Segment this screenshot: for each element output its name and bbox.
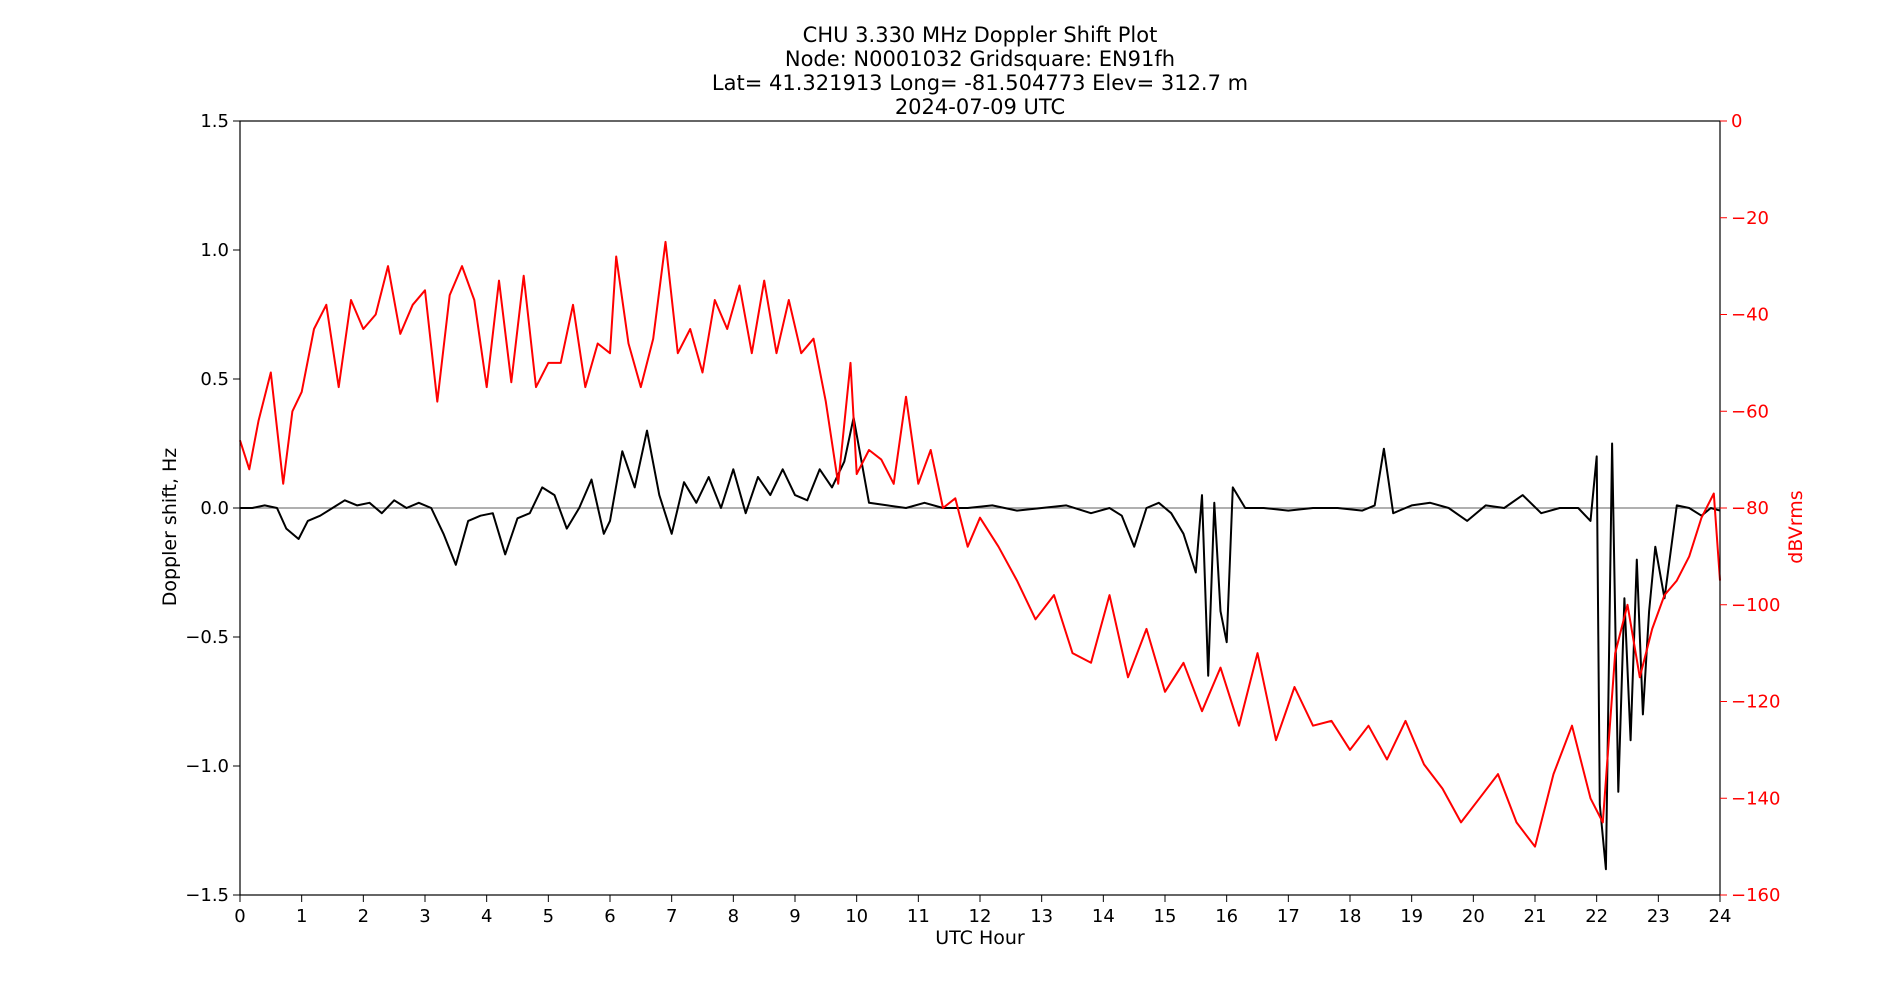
y2-tick-label: −120 — [1731, 692, 1780, 713]
x-tick-label: 2 — [358, 906, 369, 927]
x-tick-label: 9 — [789, 906, 800, 927]
y2-axis-label: dBVrms — [1785, 490, 1807, 563]
y-tick-label: 0.0 — [200, 498, 229, 519]
x-tick-label: 15 — [1154, 906, 1177, 927]
x-tick-label: 7 — [666, 906, 677, 927]
y-tick-label: −1.5 — [185, 885, 229, 906]
y-tick-label: 1.0 — [200, 240, 229, 261]
x-tick-label: 23 — [1647, 906, 1670, 927]
x-tick-label: 20 — [1462, 906, 1485, 927]
y2-tick-label: −140 — [1731, 788, 1780, 809]
x-tick-label: 13 — [1030, 906, 1053, 927]
x-tick-label: 3 — [419, 906, 430, 927]
x-tick-label: 11 — [907, 906, 930, 927]
x-tick-label: 16 — [1215, 906, 1238, 927]
doppler-shift-series-line — [240, 416, 1721, 871]
x-tick-label: 21 — [1524, 906, 1547, 927]
y-tick-label: −1.0 — [185, 756, 229, 777]
chart-title: CHU 3.330 MHz Doppler Shift Plot Node: N… — [712, 23, 1248, 119]
x-axis-label: UTC Hour — [935, 927, 1025, 949]
x-tick-label: 17 — [1277, 906, 1300, 927]
y2-tick-label: −60 — [1731, 401, 1769, 422]
x-tick-label: 5 — [543, 906, 554, 927]
y-tick-label: −0.5 — [185, 627, 229, 648]
x-tick-label: 14 — [1092, 906, 1115, 927]
y-tick-label: 0.5 — [200, 369, 229, 390]
x-tick-label: 1 — [296, 906, 307, 927]
y2-tick-label: −100 — [1731, 595, 1780, 616]
y-tick-label: 1.5 — [200, 111, 229, 132]
title-line-3: Lat= 41.321913 Long= -81.504773 Elev= 31… — [712, 71, 1248, 95]
x-tick-label: 10 — [845, 906, 868, 927]
title-line-4: 2024-07-09 UTC — [895, 95, 1065, 119]
y2-tick-label: −160 — [1731, 885, 1780, 906]
y2-tick-label: −20 — [1731, 208, 1769, 229]
y2-tick-label: 0 — [1731, 111, 1742, 132]
title-line-2: Node: N0001032 Gridsquare: EN91fh — [785, 47, 1175, 71]
y-axis-label: Doppler shift, Hz — [159, 448, 181, 607]
x-tick-label: 22 — [1585, 906, 1608, 927]
x-tick-label: 12 — [969, 906, 992, 927]
x-tick-label: 19 — [1400, 906, 1423, 927]
x-tick-label: 0 — [234, 906, 245, 927]
signal-level-series-line — [239, 240, 1721, 848]
y2-tick-label: −80 — [1731, 498, 1769, 519]
x-tick-label: 8 — [728, 906, 739, 927]
x-tick-label: 18 — [1339, 906, 1362, 927]
title-line-1: CHU 3.330 MHz Doppler Shift Plot — [803, 23, 1158, 47]
tick-marks: 0 1 2 3 4 5 6 7 8 9 10 11 12 13 14 15 16 17 18 19 20 21 22 23 24… — [185, 111, 1780, 927]
x-tick-label: 6 — [604, 906, 615, 927]
x-tick-label: 24 — [1709, 906, 1732, 927]
x-tick-label: 4 — [481, 906, 492, 927]
y2-tick-label: −40 — [1731, 305, 1769, 326]
